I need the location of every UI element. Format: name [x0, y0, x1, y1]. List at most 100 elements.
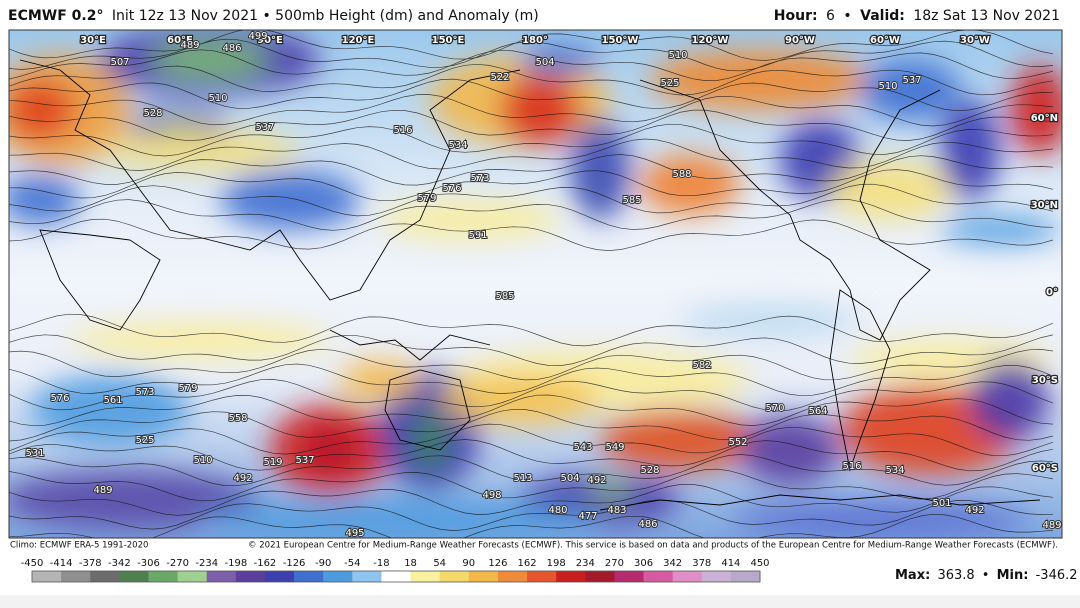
contour-line: [9, 468, 1054, 502]
contour-line: [9, 123, 1054, 157]
colorbar-swatch: [177, 571, 208, 582]
contour-label: 522: [490, 72, 509, 83]
contour-line: [9, 94, 1054, 127]
contour-line: [9, 198, 1054, 231]
anomaly-blob: [520, 45, 600, 75]
contour-line: [9, 183, 1054, 217]
longitude-label: 180°: [522, 35, 548, 46]
contour-label: 510: [208, 93, 227, 104]
colorbar-tick-label: 270: [605, 558, 624, 569]
contour-label: 573: [135, 387, 154, 398]
anomaly-blob: [340, 360, 420, 400]
contour-line: [9, 38, 1054, 72]
contour-label: 588: [672, 169, 691, 180]
anomaly-blob: [970, 360, 1050, 440]
anomaly-blob: [380, 200, 560, 240]
valid-label: Valid:: [860, 8, 905, 24]
contour-label: 528: [143, 108, 162, 119]
longitude-label: 30°W: [960, 35, 990, 46]
contour-line: [9, 63, 1054, 96]
contour-line: [9, 379, 1054, 412]
contour-label: 501: [932, 498, 951, 509]
contour-line: [9, 454, 1054, 487]
contour-label: 576: [442, 183, 461, 194]
anomaly-blob: [940, 100, 1000, 200]
colorbar-tick-label: -54: [344, 558, 360, 569]
contour-line: [9, 169, 1054, 202]
anomaly-blob: [1010, 65, 1062, 155]
latitude-label: 30°S: [1032, 375, 1058, 386]
longitude-label: 60°W: [870, 35, 900, 46]
colorbar-swatch: [32, 571, 62, 582]
colorbar-swatch: [556, 571, 586, 582]
contour-label: 492: [587, 475, 606, 486]
colorbar-swatch: [61, 571, 91, 582]
max: 363.8: [937, 568, 974, 583]
anomaly-blob: [570, 120, 630, 220]
longitude-label: 150°W: [602, 35, 639, 46]
contour-line: [9, 408, 1054, 442]
contour-label: 486: [222, 43, 241, 54]
colorbar-swatch: [614, 571, 645, 582]
contour-label: 507: [110, 57, 129, 68]
valid-info: Hour: 6 • Valid: 18z Sat 13 Nov 2021: [774, 8, 1060, 24]
climo: Climo: ECMWF ERA-5 1991-2020: [10, 541, 148, 551]
contour-label: 483: [607, 505, 626, 516]
contour-line: [9, 348, 1054, 381]
contour-line: [9, 499, 1054, 531]
contour-line: [9, 218, 1054, 251]
contour-label: 499: [248, 31, 267, 42]
colorbar-tick-label: -162: [254, 558, 277, 569]
longitude-label: 120°E: [342, 35, 375, 46]
contour-line: [9, 109, 1054, 142]
valid: 18z Sat 13 Nov 2021: [913, 8, 1060, 24]
anomaly-blob: [600, 410, 760, 470]
latitude-label: 60°N: [1031, 113, 1058, 124]
colorbar: -450 -414 -378 -342 -306 -270 -234 -198 -162 -126…: [21, 558, 770, 583]
contour-label: 510: [668, 50, 687, 61]
contour-label: 492: [965, 505, 984, 516]
contour-label: 480: [548, 505, 567, 516]
colorbar-swatch: [497, 571, 528, 582]
colorbar-swatch: [585, 571, 615, 582]
contour-label: 582: [692, 360, 711, 371]
anomaly-blob: [500, 75, 580, 145]
colorbar-tick-label: -306: [137, 558, 160, 569]
contour-line: [9, 363, 1054, 397]
colorbar-tick-label: 162: [517, 558, 536, 569]
colorbar-tick-label: 234: [576, 558, 595, 569]
contour-label: 516: [842, 461, 861, 472]
longitude-label: 150°E: [432, 35, 465, 46]
contour-label: 534: [885, 465, 904, 476]
hour-label: Hour:: [774, 8, 818, 24]
anomaly-blob: [680, 305, 860, 335]
graticule-labels: 30°E 60°E 90°E 120°E 150°E 180° 150°W 120°W 90°W…: [79, 34, 1059, 475]
colorbar-tick-label: 306: [634, 558, 653, 569]
colorbar-tick-label: -342: [108, 558, 131, 569]
longitude-label: 30°E: [80, 35, 106, 46]
bottom-strip: [0, 595, 1080, 608]
contour-label: 585: [495, 291, 514, 302]
contour-label: 537: [255, 122, 274, 133]
anomaly-blob: [830, 160, 950, 220]
contour-labels: 489 486 499 507 510 528 537 504 510 522 525 510 537 5…: [24, 30, 1062, 538]
contour-label: 525: [135, 435, 154, 446]
anomaly-blob: [940, 215, 1060, 245]
contour-label: 579: [178, 383, 197, 394]
colorbar-tick-label: -450: [21, 558, 44, 569]
colorbar-tick-label: 90: [462, 558, 475, 569]
map-border: [8, 29, 1063, 539]
min-label: Min:: [997, 568, 1029, 583]
separator: •: [843, 8, 851, 24]
contour-label: 561: [103, 395, 122, 406]
colorbar-frame: [31, 570, 761, 583]
contour-label: 504: [560, 473, 579, 484]
colorbar-tick-label: -126: [283, 558, 306, 569]
colorbar-swatch: [468, 571, 499, 582]
contour-line: [9, 334, 1054, 366]
colorbar-swatch: [90, 571, 120, 582]
colorbar-swatch: [643, 571, 674, 582]
colorbar-swatch: [235, 571, 266, 582]
colorbar-tick-label: -378: [79, 558, 102, 569]
anomaly-blob: [415, 410, 445, 470]
